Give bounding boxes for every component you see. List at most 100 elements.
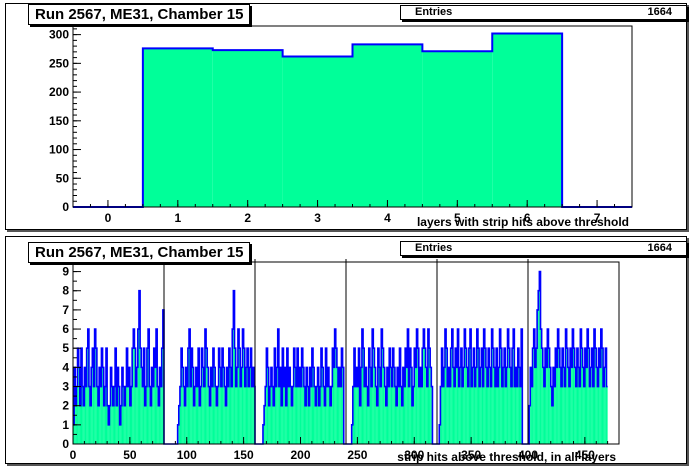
bottom-bar xyxy=(485,367,488,444)
bottom-bar xyxy=(512,348,514,444)
bottom-bar xyxy=(273,405,275,444)
bottom-xtick-label: 350 xyxy=(461,448,481,462)
bottom-ytick-label: 1 xyxy=(62,418,69,432)
bottom-bar xyxy=(588,348,590,444)
bottom-bar xyxy=(326,386,328,444)
bottom-bar xyxy=(196,386,199,444)
bottom-bar xyxy=(322,367,324,444)
bottom-bar xyxy=(413,386,415,444)
bottom-bar xyxy=(190,386,192,444)
bottom-bar xyxy=(310,386,312,444)
bottom-bar xyxy=(234,348,236,444)
bottom-bar xyxy=(599,367,601,444)
bottom-bar xyxy=(131,386,133,444)
bottom-bar xyxy=(533,329,535,444)
bottom-bar xyxy=(183,386,185,444)
bottom-bar xyxy=(554,386,556,444)
bottom-bar xyxy=(303,386,306,444)
bottom-bar xyxy=(154,367,157,444)
bottom-bar xyxy=(441,348,443,444)
bottom-bar xyxy=(281,405,283,444)
bottom-bar xyxy=(100,386,102,444)
top-stats-value: 1664 xyxy=(647,6,672,18)
bottom-bar xyxy=(476,329,478,444)
bottom-bar xyxy=(129,405,132,444)
top-xtick-label: 4 xyxy=(384,211,391,225)
bottom-ytick-label: 7 xyxy=(62,303,69,317)
bottom-bar xyxy=(145,386,147,444)
bottom-bar xyxy=(86,348,88,444)
bottom-bar xyxy=(541,348,543,444)
top-ytick-label: 200 xyxy=(49,85,69,99)
top-xtick-label: 7 xyxy=(594,211,601,225)
bottom-xlabel: strip hits above threshold, in all layer… xyxy=(397,450,616,464)
bottom-bar xyxy=(150,405,152,444)
bottom-bar xyxy=(452,367,455,444)
bottom-bar xyxy=(187,348,190,444)
top-xtick-label: 3 xyxy=(314,211,321,225)
bottom-bar xyxy=(574,367,576,444)
bottom-bar xyxy=(93,386,95,444)
bottom-bar xyxy=(270,367,273,444)
bottom-bar xyxy=(333,367,335,444)
bottom-bar xyxy=(558,348,560,444)
bottom-bar xyxy=(269,386,271,444)
bottom-bar xyxy=(123,386,125,444)
bottom-bar xyxy=(268,405,270,444)
strips-histogram: 0 1 2 3 4 5 6 7 8 9 0 50 100 150 200 250 300 350 400 450str… xyxy=(62,259,620,464)
bottom-bar xyxy=(419,367,422,444)
bottom-bar xyxy=(497,386,499,444)
bottom-bar xyxy=(590,367,592,444)
bottom-bar xyxy=(248,386,250,444)
bottom-bar xyxy=(137,329,139,444)
top-ytick-label: 50 xyxy=(56,171,70,185)
bottom-bar xyxy=(408,386,410,444)
bottom-bar xyxy=(390,367,392,444)
bottom-bar xyxy=(335,348,337,444)
bottom-bar xyxy=(307,386,309,444)
bottom-bar xyxy=(98,405,100,444)
bottom-bar xyxy=(330,405,332,444)
bottom-bar xyxy=(339,367,341,444)
top-ytick-label: 250 xyxy=(49,56,69,70)
bottom-bar xyxy=(384,386,386,444)
bottom-bar xyxy=(389,348,391,444)
bottom-bar xyxy=(341,348,343,444)
bottom-bar xyxy=(546,367,548,444)
bottom-bar xyxy=(424,348,426,444)
bottom-bar xyxy=(217,386,219,444)
bottom-ytick-label: 9 xyxy=(62,265,69,279)
bottom-bar xyxy=(542,367,544,444)
bottom-bar xyxy=(573,348,575,444)
bottom-bar xyxy=(391,386,393,444)
bottom-bar xyxy=(133,329,135,444)
bottom-bar xyxy=(182,367,184,444)
bottom-bar xyxy=(369,367,372,444)
bottom-bar xyxy=(287,386,290,444)
bottom-bar xyxy=(357,386,359,444)
bottom-bar xyxy=(601,348,604,444)
bottom-bar xyxy=(285,405,287,444)
bottom-bar xyxy=(249,367,251,444)
bottom-ytick-label: 3 xyxy=(62,380,69,394)
bottom-bar xyxy=(571,367,573,444)
bottom-bar xyxy=(193,405,195,444)
bottom-bar xyxy=(426,386,428,444)
bottom-bar xyxy=(214,367,216,444)
bottom-bar xyxy=(252,367,254,444)
bottom-bar xyxy=(88,386,91,444)
bottom-bar xyxy=(429,348,431,444)
bottom-bar xyxy=(126,348,128,444)
bottom-bar xyxy=(430,367,432,444)
bottom-bar xyxy=(534,367,536,444)
bottom-bar xyxy=(518,367,521,444)
bottom-bar xyxy=(219,367,221,444)
top-ytick-label: 0 xyxy=(62,200,69,214)
bottom-bar xyxy=(537,309,539,444)
bottom-bar xyxy=(272,386,274,444)
bottom-bar xyxy=(141,367,143,444)
bottom-bar xyxy=(596,367,598,444)
bottom-bar xyxy=(473,348,475,444)
top-xtick-label: 0 xyxy=(105,211,112,225)
bottom-bar xyxy=(477,348,480,444)
